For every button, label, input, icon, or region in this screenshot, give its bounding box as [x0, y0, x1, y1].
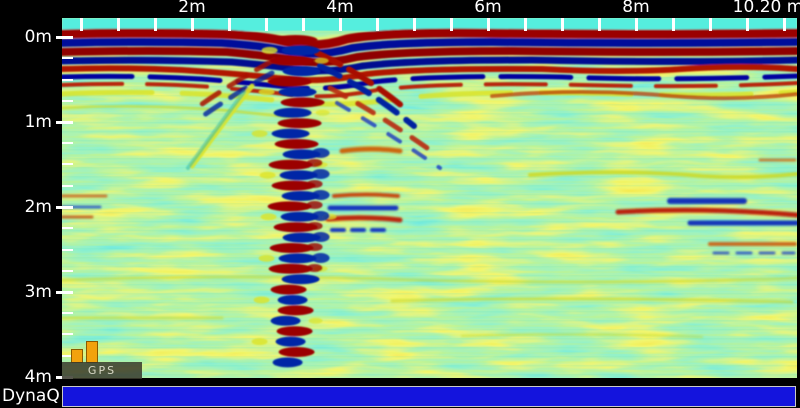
depth-axis-minor-tick: [62, 100, 73, 102]
depth-axis-minor-tick: [62, 270, 73, 272]
top-axis-tick: [746, 18, 749, 31]
dynaq-progress-bar[interactable]: [62, 386, 796, 407]
depth-axis-major-tick: [56, 36, 73, 39]
depth-axis-minor-tick: [62, 142, 73, 144]
depth-axis-minor-tick: [62, 355, 73, 357]
signal-level-bar-1: [71, 349, 83, 363]
top-axis-tick: [598, 18, 601, 31]
top-axis-tick: [117, 18, 120, 31]
top-axis-tick: [191, 18, 194, 31]
surface-banding: [62, 18, 797, 120]
depth-axis-minor-tick: [62, 333, 73, 335]
depth-axis-label: 1m: [24, 112, 52, 132]
depth-axis-minor-tick: [62, 227, 73, 229]
depth-axis-minor-tick: [62, 312, 73, 314]
depth-axis-label: 4m: [24, 367, 52, 387]
top-axis-tick: [709, 18, 712, 31]
depth-axis-major-tick: [56, 121, 73, 124]
depth-axis-minor-tick: [62, 249, 73, 251]
top-axis-tick: [302, 18, 305, 31]
hyperbola-limbs: [186, 50, 442, 170]
top-axis-tick: [450, 18, 453, 31]
depth-axis-label: 0m: [24, 27, 52, 47]
top-axis-tick: [228, 18, 231, 31]
top-axis-tick: [154, 18, 157, 31]
top-axis-tick: [265, 18, 268, 31]
depth-axis-minor-tick: [62, 57, 73, 59]
top-axis-tick: [339, 18, 342, 31]
signal-level-bar-2: [86, 341, 98, 363]
top-axis-tick: [561, 18, 564, 31]
top-axis-tick: [376, 18, 379, 31]
top-axis-label: 4m: [326, 0, 354, 17]
depth-axis-label: 3m: [24, 282, 52, 302]
top-axis-label: 10.20 m: [732, 0, 800, 17]
top-axis-tick: [524, 18, 527, 31]
top-axis-tick: [635, 18, 638, 31]
depth-axis-major-tick: [56, 291, 73, 294]
top-axis-tick: [487, 18, 490, 31]
top-axis-tick: [672, 18, 675, 31]
top-axis-label: 6m: [474, 0, 502, 17]
radargram-display[interactable]: [62, 18, 797, 378]
top-axis-tick: [783, 18, 786, 31]
gps-status-chip: GPS: [62, 362, 142, 379]
depth-axis-minor-tick: [62, 185, 73, 187]
depth-axis-minor-tick: [62, 79, 73, 81]
vertical-anomaly-column: [251, 35, 337, 368]
top-axis-label: 8m: [622, 0, 650, 17]
top-axis-tick: [413, 18, 416, 31]
depth-axis-major-tick: [56, 206, 73, 209]
depth-axis-minor-tick: [62, 163, 73, 165]
top-axis-tick: [80, 18, 83, 31]
dynaq-mode-label: DynaQ: [2, 386, 60, 406]
gps-label: GPS: [87, 364, 117, 377]
top-axis-label: 2m: [178, 0, 206, 17]
depth-axis-label: 2m: [24, 197, 52, 217]
